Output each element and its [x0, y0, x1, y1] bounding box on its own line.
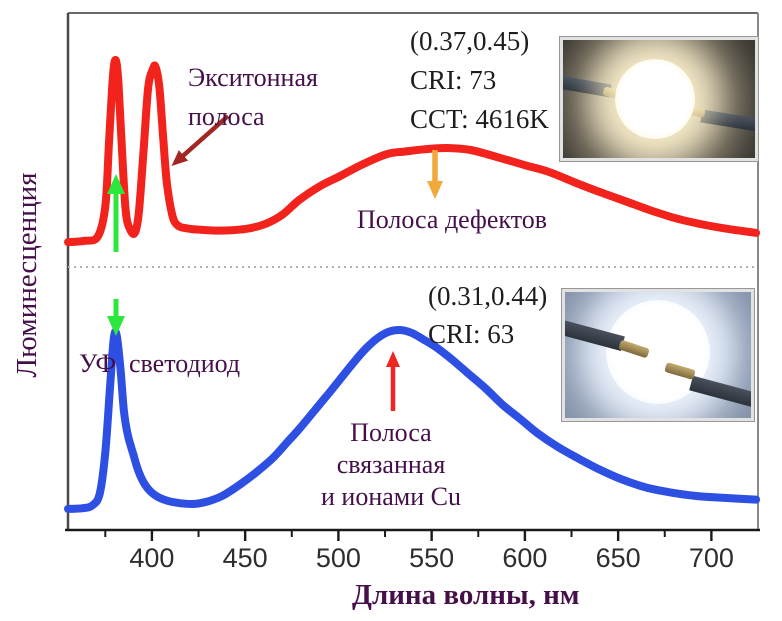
x-tick-label: 400: [129, 543, 174, 573]
cool-led-photo: [562, 289, 754, 421]
cie-coordinates: (0.37,0.45): [410, 26, 530, 56]
x-tick-label: 450: [223, 543, 268, 573]
defect-band-label: Полоса дефектов: [356, 205, 547, 234]
x-axis: 400 450 500 550 600 650 700: [65, 528, 760, 573]
warm-led-photo: [560, 37, 758, 161]
photo-wire-right: [700, 109, 755, 132]
x-tick-label: 650: [596, 543, 641, 573]
cie-coordinates: (0.31,0.44): [428, 281, 548, 311]
cri-value: CRI: 63: [428, 319, 515, 349]
red-spectrum-curve: [64, 55, 761, 247]
y-axis-title: Люминесценция: [11, 172, 43, 378]
exciton-arrow: [171, 114, 230, 166]
x-tick-label: 500: [316, 543, 361, 573]
photo-led-glow: [615, 59, 695, 139]
exciton-band-label: Экситонная полоса: [188, 63, 318, 131]
x-tick-label: 700: [689, 543, 734, 573]
plot-frame: [66, 12, 759, 530]
cu-band-label: Полоса связанная и ионами Cu: [321, 418, 461, 511]
x-tick-label: 600: [502, 543, 547, 573]
chromaticity-stats-bottom: (0.31,0.44) CRI: 63: [428, 277, 547, 353]
x-axis-title: Длина волны, нм: [352, 579, 580, 611]
x-tick-label: 550: [409, 543, 454, 573]
photo-wire-right: [689, 375, 751, 408]
chromaticity-stats-top: (0.37,0.45) CRI: 73 CCT: 4616K: [410, 22, 549, 139]
cri-value: CRI: 73: [410, 65, 497, 95]
cct-value: CCT: 4616K: [410, 104, 549, 134]
blue-spectrum-curve: [64, 325, 761, 513]
uv-led-label: УФ светодиод: [79, 349, 241, 378]
